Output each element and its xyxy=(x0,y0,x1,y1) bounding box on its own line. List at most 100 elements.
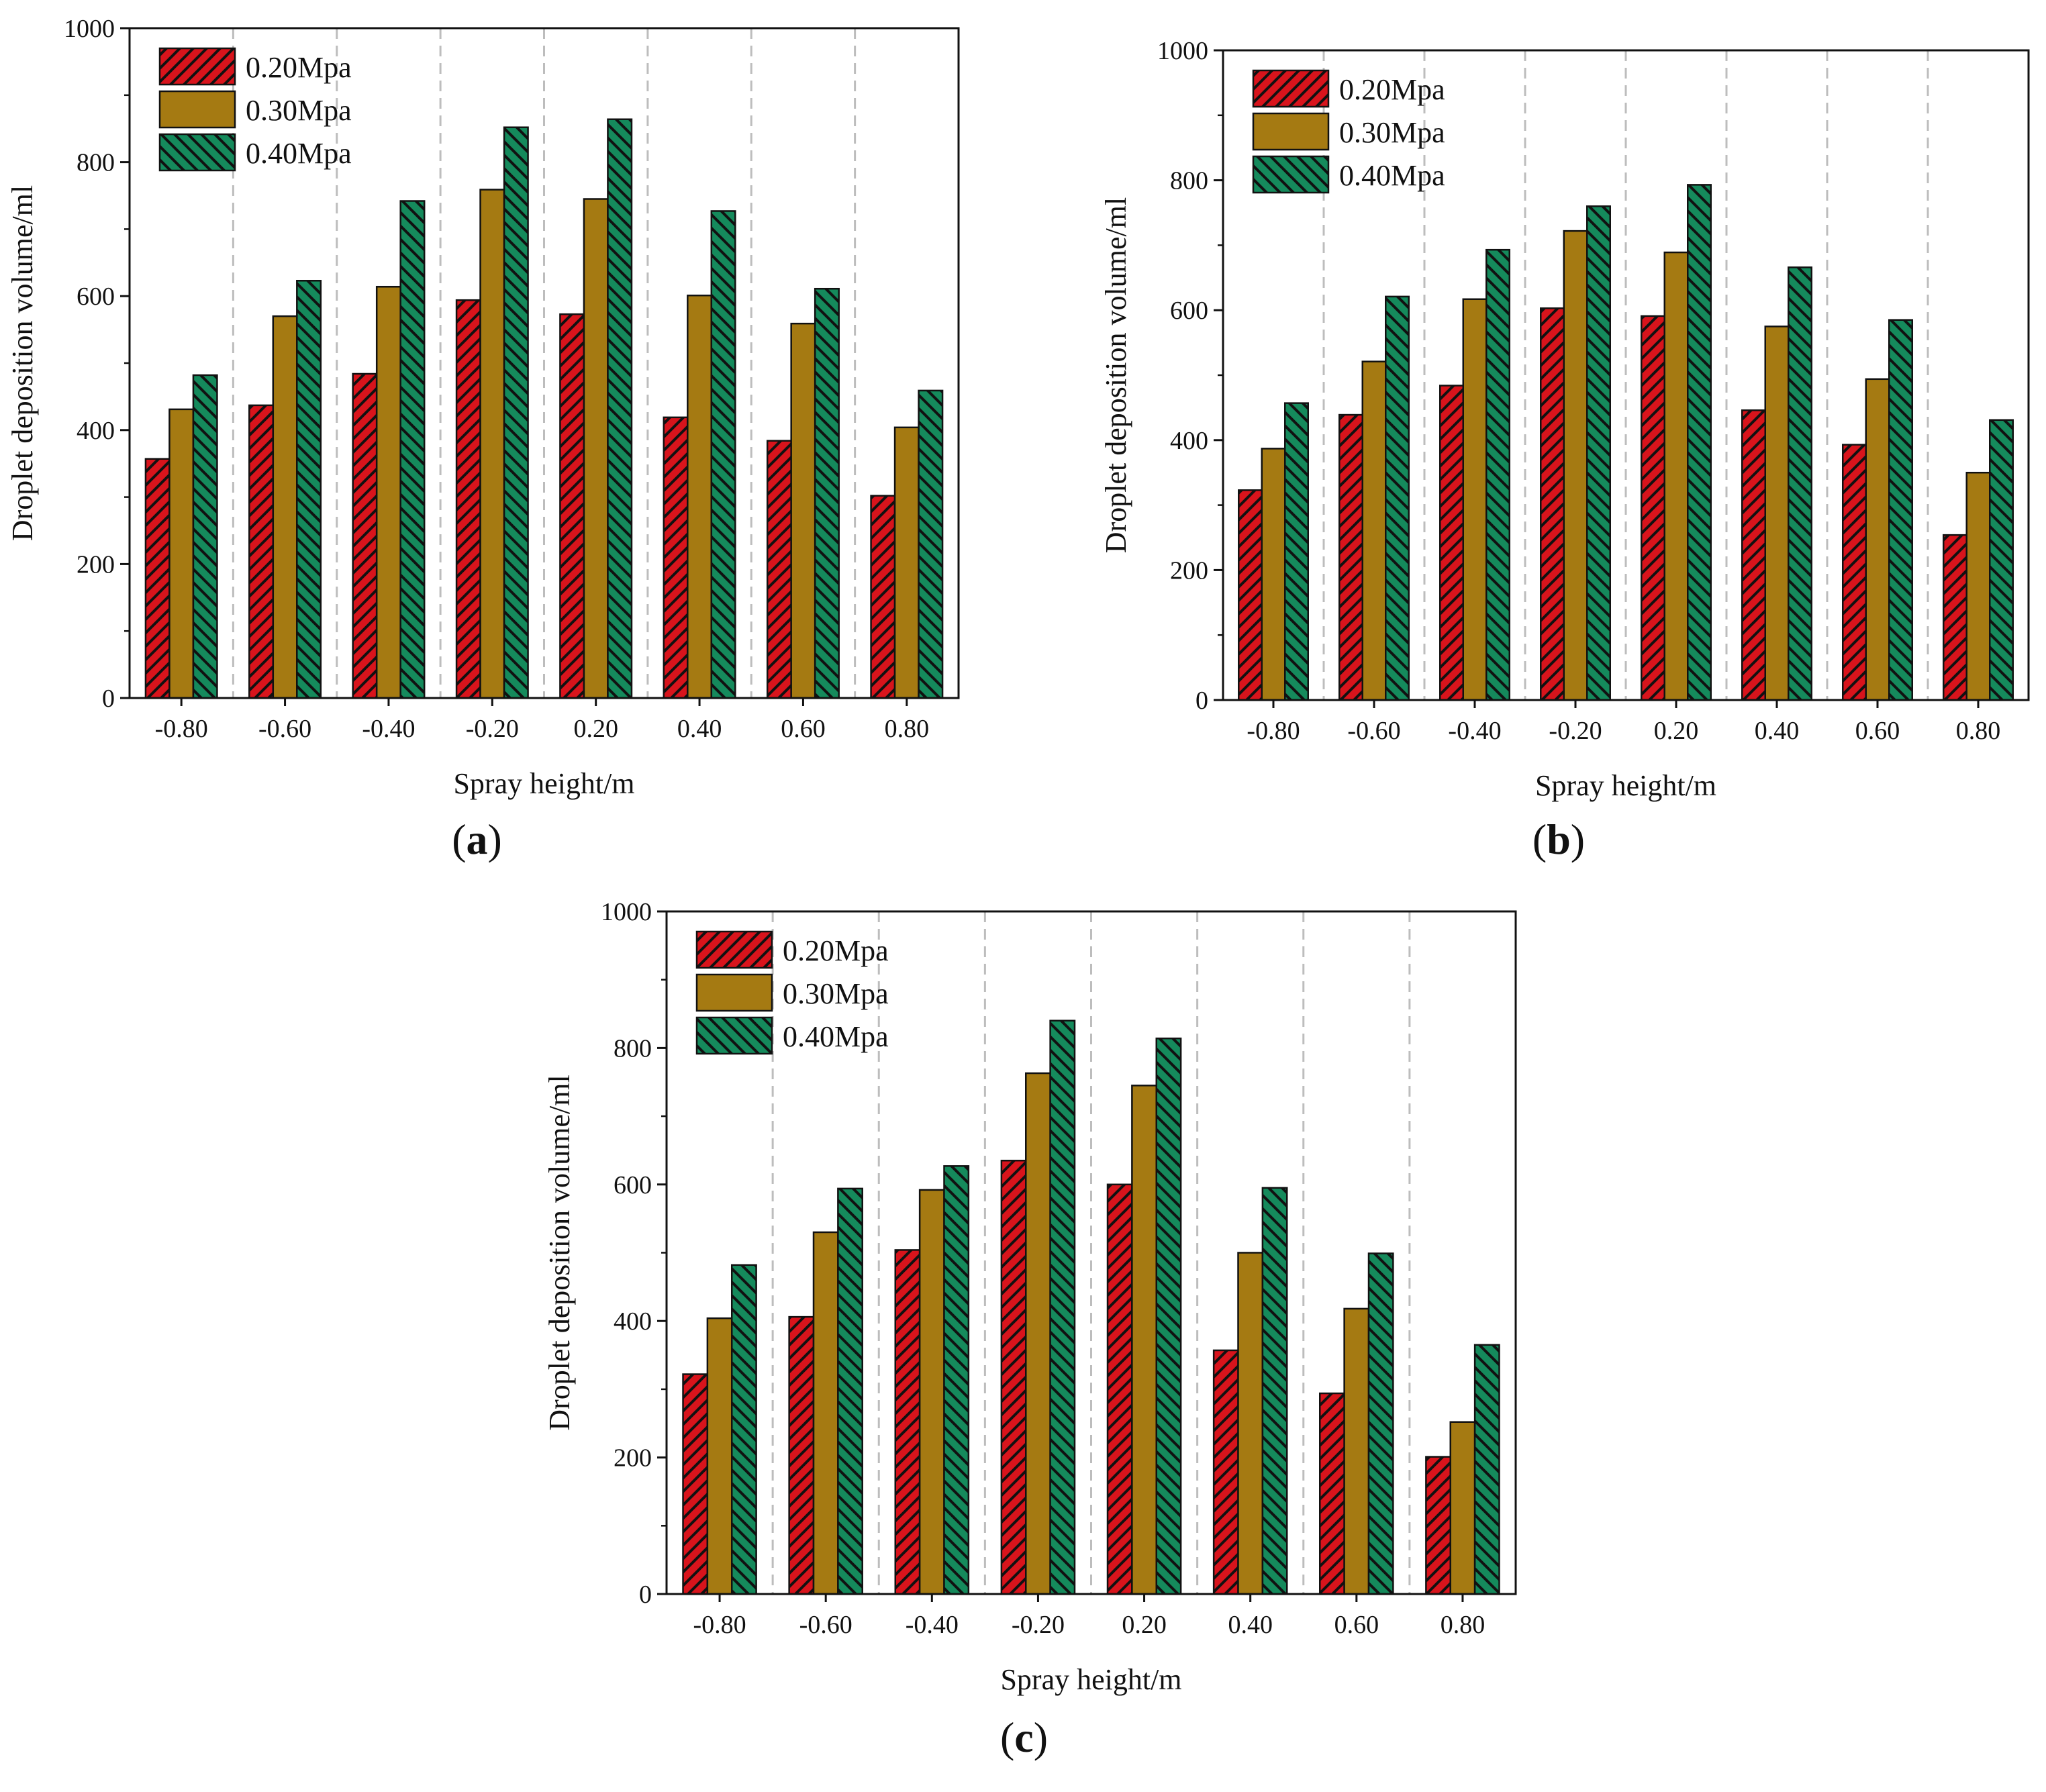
bar-s030-0.80 xyxy=(893,426,920,699)
x-tick-label: 0.40 xyxy=(677,715,722,743)
bar-s030--0.80 xyxy=(168,408,195,699)
legend-swatch-s030 xyxy=(695,973,773,1012)
x-tick-label: -0.60 xyxy=(799,1611,852,1639)
y-axis-title: Droplet deposition volume/ml xyxy=(543,1075,576,1430)
caption-letter: c xyxy=(1014,1713,1033,1761)
x-tick-label: -0.20 xyxy=(466,715,519,743)
bar-s020-0.20 xyxy=(1641,315,1665,701)
legend: 0.20Mpa 0.30Mpa 0.40Mpa xyxy=(695,930,889,1055)
y-tick-label: 800 xyxy=(614,1034,652,1062)
legend-swatch-s040 xyxy=(158,133,236,172)
bar-s020-0.20 xyxy=(559,313,585,699)
y-tick-label: 1000 xyxy=(1157,37,1208,65)
bar-s040--0.20 xyxy=(1586,205,1611,701)
bar-s040--0.80 xyxy=(1284,402,1309,701)
legend-swatch-s020 xyxy=(158,47,236,86)
bar-s040-0.60 xyxy=(814,287,840,699)
y-tick-label: 200 xyxy=(77,550,115,579)
bar-s030-0.80 xyxy=(1449,1421,1476,1595)
x-tick-label: -0.40 xyxy=(906,1611,959,1639)
y-axis-title: Droplet deposition volume/ml xyxy=(1100,197,1132,553)
caption-open-paren: ( xyxy=(452,815,466,863)
x-tick-label: -0.60 xyxy=(258,715,311,743)
legend-label-s030: 0.30Mpa xyxy=(783,977,889,1010)
caption-open-paren: ( xyxy=(1000,1713,1014,1761)
bar-s030-0.60 xyxy=(790,322,816,699)
bar-s030-0.40 xyxy=(1764,326,1790,701)
bar-s040--0.60 xyxy=(1385,295,1410,701)
bar-s020--0.40 xyxy=(352,372,378,699)
x-tick-label: -0.20 xyxy=(1012,1611,1065,1639)
caption-letter: b xyxy=(1547,815,1571,863)
y-tick-label: 0 xyxy=(639,1581,652,1609)
legend: 0.20Mpa 0.30Mpa 0.40Mpa xyxy=(158,47,352,172)
bar-s040-0.60 xyxy=(1888,319,1913,701)
bar-s030--0.20 xyxy=(479,189,505,699)
y-tick-label: 200 xyxy=(614,1444,652,1473)
legend-swatch-s040 xyxy=(1252,155,1330,194)
bar-s040--0.60 xyxy=(837,1187,863,1595)
bar-s040-0.40 xyxy=(1788,266,1812,701)
bar-s020--0.80 xyxy=(682,1373,709,1595)
y-tick-label: 400 xyxy=(1170,427,1208,455)
caption-close-paren: ) xyxy=(488,815,502,863)
bar-s030-0.40 xyxy=(687,294,713,699)
bar-s030-0.20 xyxy=(1663,251,1689,701)
bar-s020-0.80 xyxy=(1943,534,1967,701)
bar-s030--0.40 xyxy=(918,1189,945,1595)
caption-close-paren: ) xyxy=(1034,1713,1048,1761)
chart-panel-b: 0 200 400 600 800 1000 -0.80 -0.60 -0.40 -0.20 0.2… xyxy=(1100,37,2030,863)
x-tick-label: -0.80 xyxy=(693,1611,746,1639)
bar-s030--0.80 xyxy=(706,1317,733,1595)
bar-s040--0.40 xyxy=(399,200,426,699)
x-tick-label: 0.60 xyxy=(781,715,826,743)
bar-s020-0.80 xyxy=(1425,1456,1452,1595)
legend-swatch-s020 xyxy=(695,930,773,969)
bar-s040-0.80 xyxy=(1989,419,2014,701)
caption-close-paren: ) xyxy=(1571,815,1585,863)
legend-label-s030: 0.30Mpa xyxy=(246,94,352,127)
bar-s020-0.40 xyxy=(663,416,689,699)
bar-s040-0.20 xyxy=(1155,1037,1182,1595)
bar-s030--0.20 xyxy=(1025,1072,1051,1595)
legend-swatch-s030 xyxy=(1252,112,1330,151)
x-tick-label: -0.40 xyxy=(362,715,415,743)
bar-s020-0.20 xyxy=(1106,1183,1133,1595)
legend-swatch-s030 xyxy=(158,90,236,129)
bar-s030-0.20 xyxy=(1131,1085,1157,1595)
legend-label-s020: 0.20Mpa xyxy=(783,934,889,967)
y-axis-title: Droplet deposition volume/ml xyxy=(6,185,39,541)
bar-s040-0.20 xyxy=(607,118,633,699)
bar-s020--0.40 xyxy=(894,1249,921,1595)
y-tick-label: 0 xyxy=(102,685,115,713)
bar-s040--0.40 xyxy=(1485,248,1510,701)
bar-s020-0.40 xyxy=(1212,1349,1239,1595)
bar-s020--0.80 xyxy=(1238,489,1263,701)
y-tick-label: 600 xyxy=(614,1171,652,1199)
x-tick-label: 0.60 xyxy=(1855,717,1900,745)
legend-label-s020: 0.20Mpa xyxy=(246,51,352,84)
y-tick-label: 400 xyxy=(614,1307,652,1336)
legend-swatch-s020 xyxy=(1252,69,1330,108)
legend-label-s020: 0.20Mpa xyxy=(1339,73,1445,106)
bar-s020--0.60 xyxy=(248,404,275,699)
bar-s030--0.80 xyxy=(1261,448,1286,701)
bar-s020-0.60 xyxy=(766,440,792,699)
panel-caption: (b) xyxy=(1532,815,1585,863)
x-tick-label: 0.20 xyxy=(1122,1611,1167,1639)
legend-label-s040: 0.40Mpa xyxy=(1339,159,1445,192)
chart-panel-a: 0 200 400 600 800 1000 -0.80 -0.60 -0.40 -0.20 0.2… xyxy=(6,15,960,863)
x-axis-title: Spray height/m xyxy=(1000,1663,1181,1696)
bar-s040-0.20 xyxy=(1687,184,1712,701)
bar-s040--0.80 xyxy=(192,374,218,699)
y-tick-label: 800 xyxy=(1170,167,1208,195)
x-tick-label: 0.40 xyxy=(1228,1611,1273,1639)
bar-s020-0.60 xyxy=(1842,444,1867,701)
x-tick-label: -0.60 xyxy=(1347,717,1400,745)
bar-s030--0.40 xyxy=(375,285,401,699)
bar-s020-0.80 xyxy=(870,495,896,699)
legend-label-s030: 0.30Mpa xyxy=(1339,116,1445,149)
bar-s020--0.20 xyxy=(1540,307,1565,701)
x-tick-label: 0.40 xyxy=(1755,717,1800,745)
